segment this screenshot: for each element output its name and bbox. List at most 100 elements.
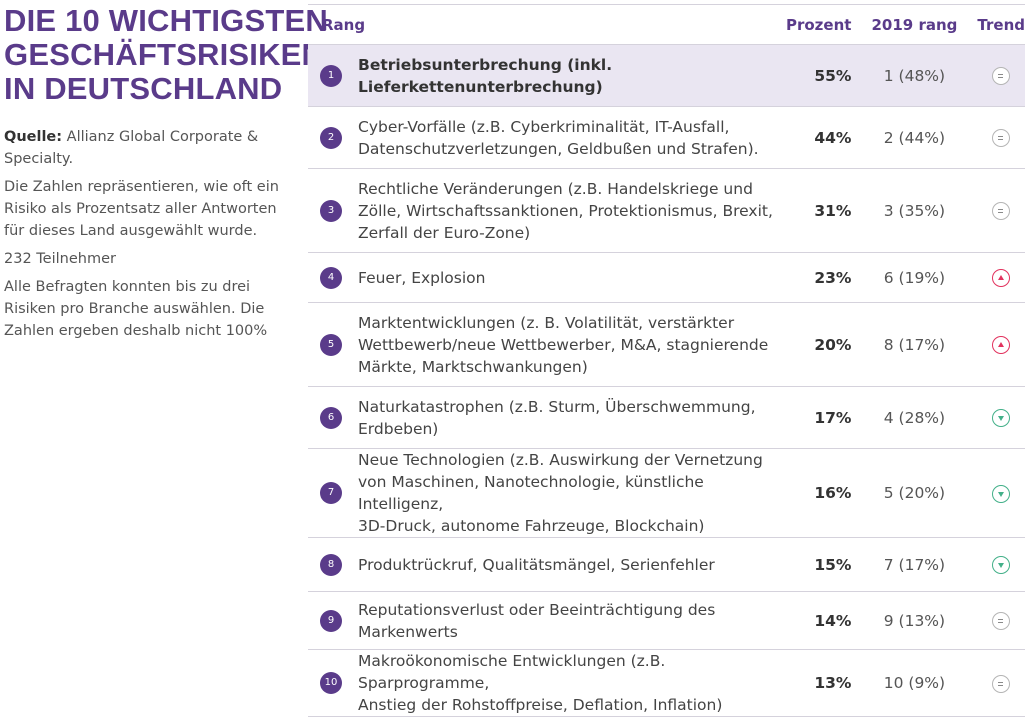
rank-number-badge: 8 [320, 553, 342, 576]
risk-text-line: von Maschinen, Nanotechnologie, künstlic… [358, 473, 704, 513]
participants-note: 232 Teilnehmer [4, 251, 116, 267]
risk-text-line: Wettbewerb/neue Wettbewerber, M&A, stagn… [358, 335, 769, 354]
percent-value: 44% [785, 106, 852, 169]
trend-up-icon [992, 269, 1011, 287]
rank-number-badge: 9 [320, 609, 342, 632]
risk-description: Cyber-Vorfälle (z.B. Cyberkriminalität, … [358, 106, 786, 169]
prev-rank-value: 4 (28%) [851, 386, 978, 449]
rank-cell: 3 [308, 168, 358, 253]
limit-note: Alle Befragten konnten bis zu drei Risik… [4, 279, 268, 339]
table-body: 1 Betriebsunterbrechung (inkl. Lieferkette… [308, 44, 1025, 717]
risk-text-line: Lieferkettenunterbrechung) [358, 77, 603, 96]
rank-cell: 2 [308, 106, 358, 169]
risk-description: Naturkatastrophen (z.B. Sturm, Überschwe… [358, 386, 786, 449]
rank-number-badge: 4 [320, 266, 342, 289]
risk-text-line: Erdbeben) [358, 419, 439, 438]
trend-equal-icon [992, 612, 1011, 630]
trend-equal-icon [992, 67, 1011, 85]
table-row: 8 Produktrückruf, Qualitätsmängel, Serien… [308, 537, 1025, 592]
trend-cell [977, 448, 1025, 538]
percent-value: 20% [785, 302, 852, 387]
table-row: 5 Marktentwicklungen (z. B. Volatilität, … [308, 302, 1025, 387]
trend-cell [977, 649, 1025, 717]
table-header-row: Rang Prozent 2019 rang Trend [308, 4, 1025, 45]
risk-description: Betriebsunterbrechung (inkl. Lieferketten… [358, 44, 786, 107]
source-note: Quelle: Allianz Global Corporate & Speci… [4, 126, 294, 170]
percent-value: 16% [785, 448, 852, 538]
risk-ranking-table: Rang Prozent 2019 rang Trend 1 Betriebsun… [308, 4, 1025, 717]
prev-rank-value: 3 (35%) [851, 168, 978, 253]
info-block: Quelle: Allianz Global Corporate & Speci… [4, 126, 294, 342]
percent-note: Die Zahlen repräsentieren, wie oft ein R… [4, 179, 279, 239]
percent-value: 13% [785, 649, 852, 717]
risk-text-line: Zölle, Wirtschaftssanktionen, Protektion… [358, 201, 773, 220]
risk-description: Reputationsverlust oder Beeinträchtigung… [358, 591, 786, 650]
page-title: DIE 10 WICHTIGSTEN GESCHÄFTSRISIKEN IN D… [4, 3, 328, 106]
risk-text-line: Makroökonomische Entwicklungen (z.B. Spa… [358, 652, 666, 692]
trend-cell [977, 537, 1025, 592]
table-row: 9 Reputationsverlust oder Beeinträchtigun… [308, 591, 1025, 650]
rank-number-badge: 6 [320, 406, 342, 429]
table-row: 6 Naturkatastrophen (z.B. Sturm, Überschw… [308, 386, 1025, 449]
rank-number-badge: 3 [320, 199, 342, 222]
trend-down-icon [992, 556, 1011, 574]
risk-description: Neue Technologien (z.B. Auswirkung der V… [358, 448, 786, 538]
risk-text-line: Rechtliche Veränderungen (z.B. Handelskr… [358, 179, 753, 198]
risk-text-line: Datenschutzverletzungen, Geldbußen und S… [358, 139, 759, 158]
prev-rank-value: 9 (13%) [851, 591, 978, 650]
table-row: 4 Feuer, Explosion 23% 6 (19%) [308, 252, 1025, 303]
header-rank: Rang [308, 4, 786, 45]
risk-text-line: 3D-Druck, autonome Fahrzeuge, Blockchain… [358, 517, 705, 535]
trend-cell [977, 168, 1025, 253]
risk-text-line: Märkte, Marktschwankungen) [358, 357, 588, 376]
trend-cell [977, 106, 1025, 169]
rank-number-badge: 10 [320, 672, 342, 694]
rank-number-badge: 5 [320, 333, 342, 356]
trend-cell [977, 591, 1025, 650]
percent-value: 31% [785, 168, 852, 253]
risk-text-line: Feuer, Explosion [358, 268, 486, 287]
risk-description: Makroökonomische Entwicklungen (z.B. Spa… [358, 649, 786, 717]
prev-rank-value: 8 (17%) [851, 302, 978, 387]
source-text: Allianz Global Corporate & Specialty. [4, 129, 259, 167]
risk-text-line: Naturkatastrophen (z.B. Sturm, Überschwe… [358, 397, 756, 416]
table-row: 7 Neue Technologien (z.B. Auswirkung der … [308, 448, 1025, 538]
risk-text-line: Marktentwicklungen (z. B. Volatilität, v… [358, 313, 735, 332]
trend-cell [977, 252, 1025, 303]
header-percent: Prozent [785, 4, 852, 45]
title-line: IN DEUTSCHLAND [4, 71, 283, 106]
risk-text-line: Neue Technologien (z.B. Auswirkung der V… [358, 451, 763, 469]
trend-down-icon [992, 484, 1011, 503]
risk-text-line: Markenwerts [358, 622, 458, 641]
percent-value: 15% [785, 537, 852, 592]
risk-description: Rechtliche Veränderungen (z.B. Handelskr… [358, 168, 786, 253]
risk-text-line: Reputationsverlust oder Beeinträchtigung… [358, 600, 716, 619]
title-line: GESCHÄFTSRISIKEN [4, 37, 325, 72]
percent-value: 55% [785, 44, 852, 107]
trend-equal-icon [992, 674, 1011, 693]
trend-cell [977, 386, 1025, 449]
trend-cell [977, 302, 1025, 387]
table-row: 1 Betriebsunterbrechung (inkl. Lieferkette… [308, 44, 1025, 107]
risk-text-line: Cyber-Vorfälle (z.B. Cyberkriminalität, … [358, 117, 730, 136]
trend-cell [977, 44, 1025, 107]
rank-number-badge: 7 [320, 482, 342, 504]
rank-number-badge: 1 [320, 64, 342, 87]
prev-rank-value: 10 (9%) [851, 649, 978, 717]
title-line: DIE 10 WICHTIGSTEN [4, 3, 328, 38]
rank-cell: 10 [308, 649, 358, 717]
risk-description: Marktentwicklungen (z. B. Volatilität, v… [358, 302, 786, 387]
rank-number-badge: 2 [320, 126, 342, 149]
prev-rank-value: 5 (20%) [851, 448, 978, 538]
percent-value: 17% [785, 386, 852, 449]
rank-cell: 6 [308, 386, 358, 449]
prev-rank-value: 2 (44%) [851, 106, 978, 169]
risk-text-line: Betriebsunterbrechung (inkl. [358, 55, 613, 74]
source-label: Quelle: [4, 129, 63, 145]
percent-value: 14% [785, 591, 852, 650]
risk-description: Produktrückruf, Qualitätsmängel, Serienf… [358, 537, 786, 592]
trend-down-icon [992, 409, 1011, 427]
header-prev-rank: 2019 rang [851, 4, 978, 45]
risk-description: Feuer, Explosion [358, 252, 786, 303]
risk-text-line: Anstieg der Rohstoffpreise, Deflation, I… [358, 696, 723, 714]
